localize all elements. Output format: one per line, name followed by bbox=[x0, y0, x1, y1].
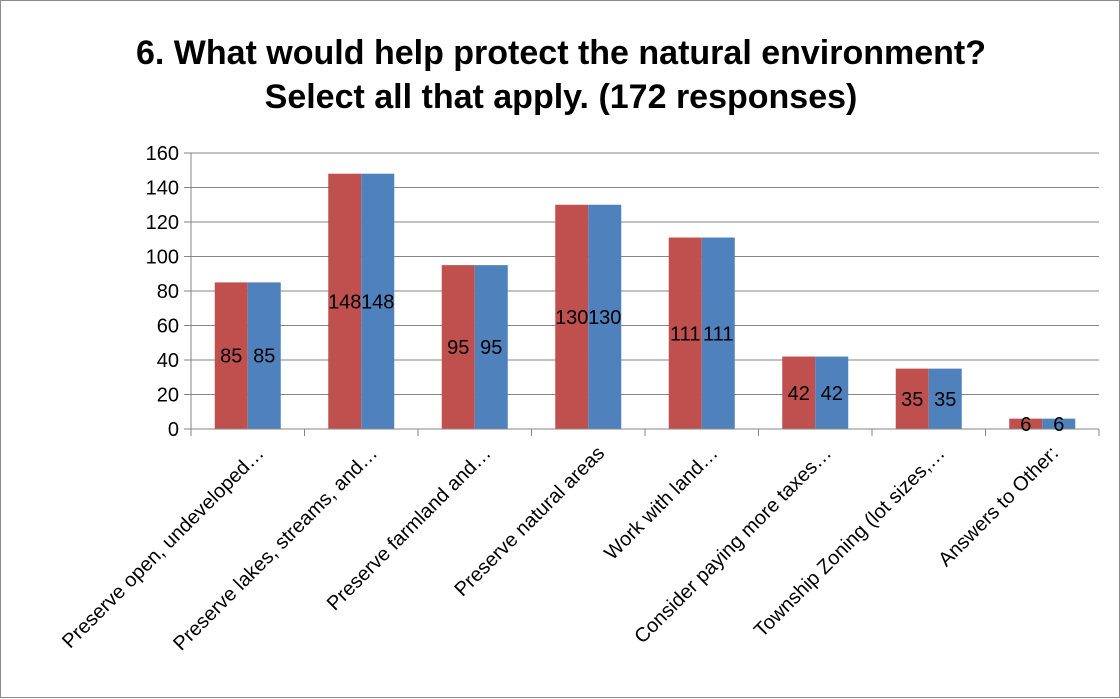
data-label: 42 bbox=[821, 383, 843, 405]
axes bbox=[184, 152, 1100, 436]
y-tick-label: 60 bbox=[157, 316, 179, 338]
y-tick-label: 40 bbox=[157, 350, 179, 372]
y-tick-label: 0 bbox=[168, 419, 179, 441]
data-label: 35 bbox=[901, 389, 923, 411]
data-label: 42 bbox=[788, 383, 810, 405]
bar bbox=[441, 265, 475, 429]
data-label: 111 bbox=[703, 323, 733, 345]
y-tick-label: 140 bbox=[146, 178, 179, 200]
bar bbox=[214, 282, 248, 429]
data-label: 148 bbox=[328, 291, 361, 313]
y-tick-label: 20 bbox=[157, 385, 179, 407]
y-tick-label: 100 bbox=[146, 247, 179, 269]
category-label: Consider paying more taxes… bbox=[630, 442, 836, 648]
bar bbox=[555, 204, 589, 429]
data-label: 148 bbox=[361, 291, 394, 313]
y-tick-label: 160 bbox=[146, 143, 179, 165]
bar bbox=[895, 368, 929, 429]
data-label: 35 bbox=[934, 389, 956, 411]
bar bbox=[668, 237, 702, 429]
bar bbox=[701, 237, 735, 429]
bar bbox=[474, 265, 508, 429]
y-tick-label: 120 bbox=[146, 212, 179, 234]
data-label: 111 bbox=[670, 323, 700, 345]
chart-title-line-1: 6. What would help protect the natural e… bbox=[135, 34, 987, 72]
bar bbox=[247, 282, 281, 429]
chart-title-line-2: Select all that apply. (172 responses) bbox=[264, 78, 858, 116]
category-label: Preserve open, undeveloped… bbox=[58, 442, 269, 653]
bar bbox=[928, 368, 962, 429]
category-label: Preserve lakes, streams, and… bbox=[169, 442, 382, 655]
chart-title: 6. What would help protect the natural e… bbox=[1, 31, 1120, 119]
bar bbox=[782, 356, 816, 429]
bar bbox=[361, 173, 395, 429]
category-label: Answers to Other: bbox=[934, 442, 1063, 571]
bar bbox=[328, 173, 362, 429]
data-label: 85 bbox=[220, 346, 242, 368]
bars bbox=[214, 173, 1076, 429]
bar bbox=[1042, 418, 1076, 429]
data-label: 130 bbox=[588, 307, 621, 329]
data-label: 6 bbox=[1020, 414, 1031, 436]
data-label: 6 bbox=[1053, 414, 1064, 436]
data-label: 95 bbox=[480, 337, 502, 359]
data-label: 130 bbox=[555, 307, 588, 329]
category-label: Work with land… bbox=[600, 442, 722, 564]
bar bbox=[815, 356, 849, 429]
data-label: 95 bbox=[447, 337, 469, 359]
category-label: Township Zoning (lot sizes,… bbox=[750, 442, 949, 641]
data-label: 85 bbox=[253, 346, 275, 368]
bar bbox=[588, 204, 622, 429]
bar bbox=[1009, 418, 1043, 429]
y-tick-label: 80 bbox=[157, 281, 179, 303]
